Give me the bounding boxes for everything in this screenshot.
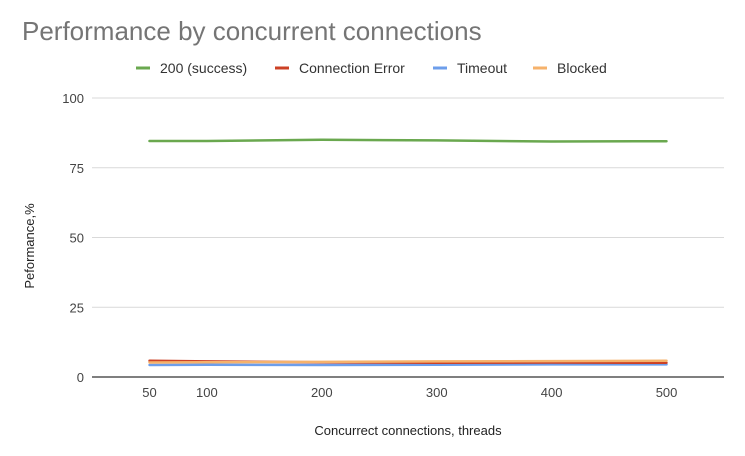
legend-item-success[interactable]: 200 (success) (136, 60, 247, 76)
x-tick-label: 400 (541, 385, 563, 400)
x-axis-title: Concurrect connections, threads (314, 423, 502, 438)
x-tick-label: 200 (311, 385, 333, 400)
legend-label-connection-error: Connection Error (299, 60, 405, 76)
series-line-timeout (148, 363, 668, 367)
series-line-blocked (148, 359, 668, 364)
gridlines (92, 97, 724, 378)
y-tick-label: 100 (62, 91, 84, 106)
legend-item-connection-error[interactable]: Connection Error (275, 60, 405, 76)
y-tick-label: 0 (77, 370, 84, 385)
chart-title: Performance by concurrent connections (22, 16, 482, 46)
y-axis-ticks: 0 25 50 75 100 (62, 91, 84, 385)
y-tick-label: 75 (70, 161, 84, 176)
legend-label-blocked: Blocked (557, 60, 607, 76)
y-axis-title: Peformance,% (22, 203, 37, 289)
x-tick-label: 100 (196, 385, 218, 400)
legend-item-blocked[interactable]: Blocked (533, 60, 607, 76)
series-lines (148, 138, 668, 367)
x-tick-label: 50 (142, 385, 156, 400)
series-line-200-success (148, 138, 668, 143)
legend: 200 (success) Connection Error Timeout B… (136, 60, 607, 76)
legend-label-timeout: Timeout (457, 60, 507, 76)
x-axis-ticks: 50 100 200 300 400 500 (142, 385, 677, 400)
x-tick-label: 300 (426, 385, 448, 400)
legend-label-success: 200 (success) (160, 60, 247, 76)
x-tick-label: 500 (656, 385, 678, 400)
y-tick-label: 25 (70, 300, 84, 315)
legend-item-timeout[interactable]: Timeout (433, 60, 507, 76)
y-tick-label: 50 (70, 231, 84, 246)
